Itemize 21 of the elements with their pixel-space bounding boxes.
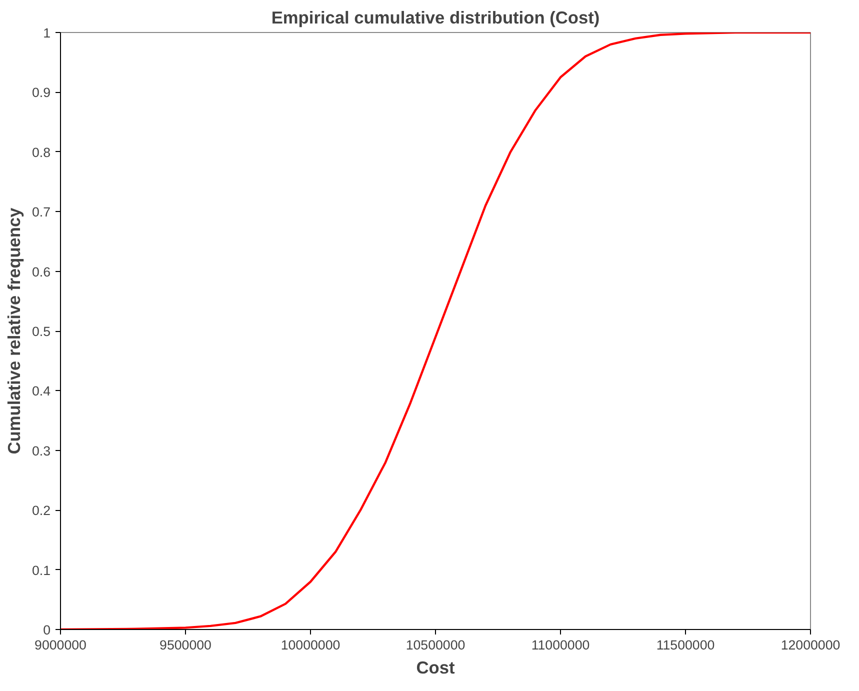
y-tick-label: 0.3	[32, 443, 51, 458]
y-tick-label: 0.4	[32, 384, 52, 399]
x-tick-label: 11500000	[656, 638, 715, 652]
y-tick-label: 0	[43, 622, 51, 638]
chart-title: Empirical cumulative distribution (Cost)	[271, 8, 600, 28]
x-tick-label: 9500000	[160, 638, 212, 652]
y-tick-label: 0.1	[32, 562, 51, 578]
x-tick-label: 11000000	[531, 638, 590, 652]
x-tick-label: 12000000	[780, 638, 840, 652]
y-tick-label: 1	[43, 26, 51, 40]
y-tick-label: 0.7	[32, 204, 51, 220]
x-axis-title: Cost	[416, 658, 455, 678]
x-tick-label: 10000000	[280, 638, 340, 652]
y-tick-label: 0.8	[32, 144, 51, 160]
x-tick-label: 10500000	[406, 638, 466, 652]
y-tick-label: 0.6	[32, 264, 51, 280]
y-tick-label: 0.9	[32, 85, 51, 100]
y-tick-label: 0.2	[32, 503, 51, 518]
y-axis-title: Cumulative relative frequency	[4, 207, 24, 454]
y-tick-label: 0.5	[32, 324, 51, 339]
x-tick-label: 9000000	[34, 638, 86, 652]
